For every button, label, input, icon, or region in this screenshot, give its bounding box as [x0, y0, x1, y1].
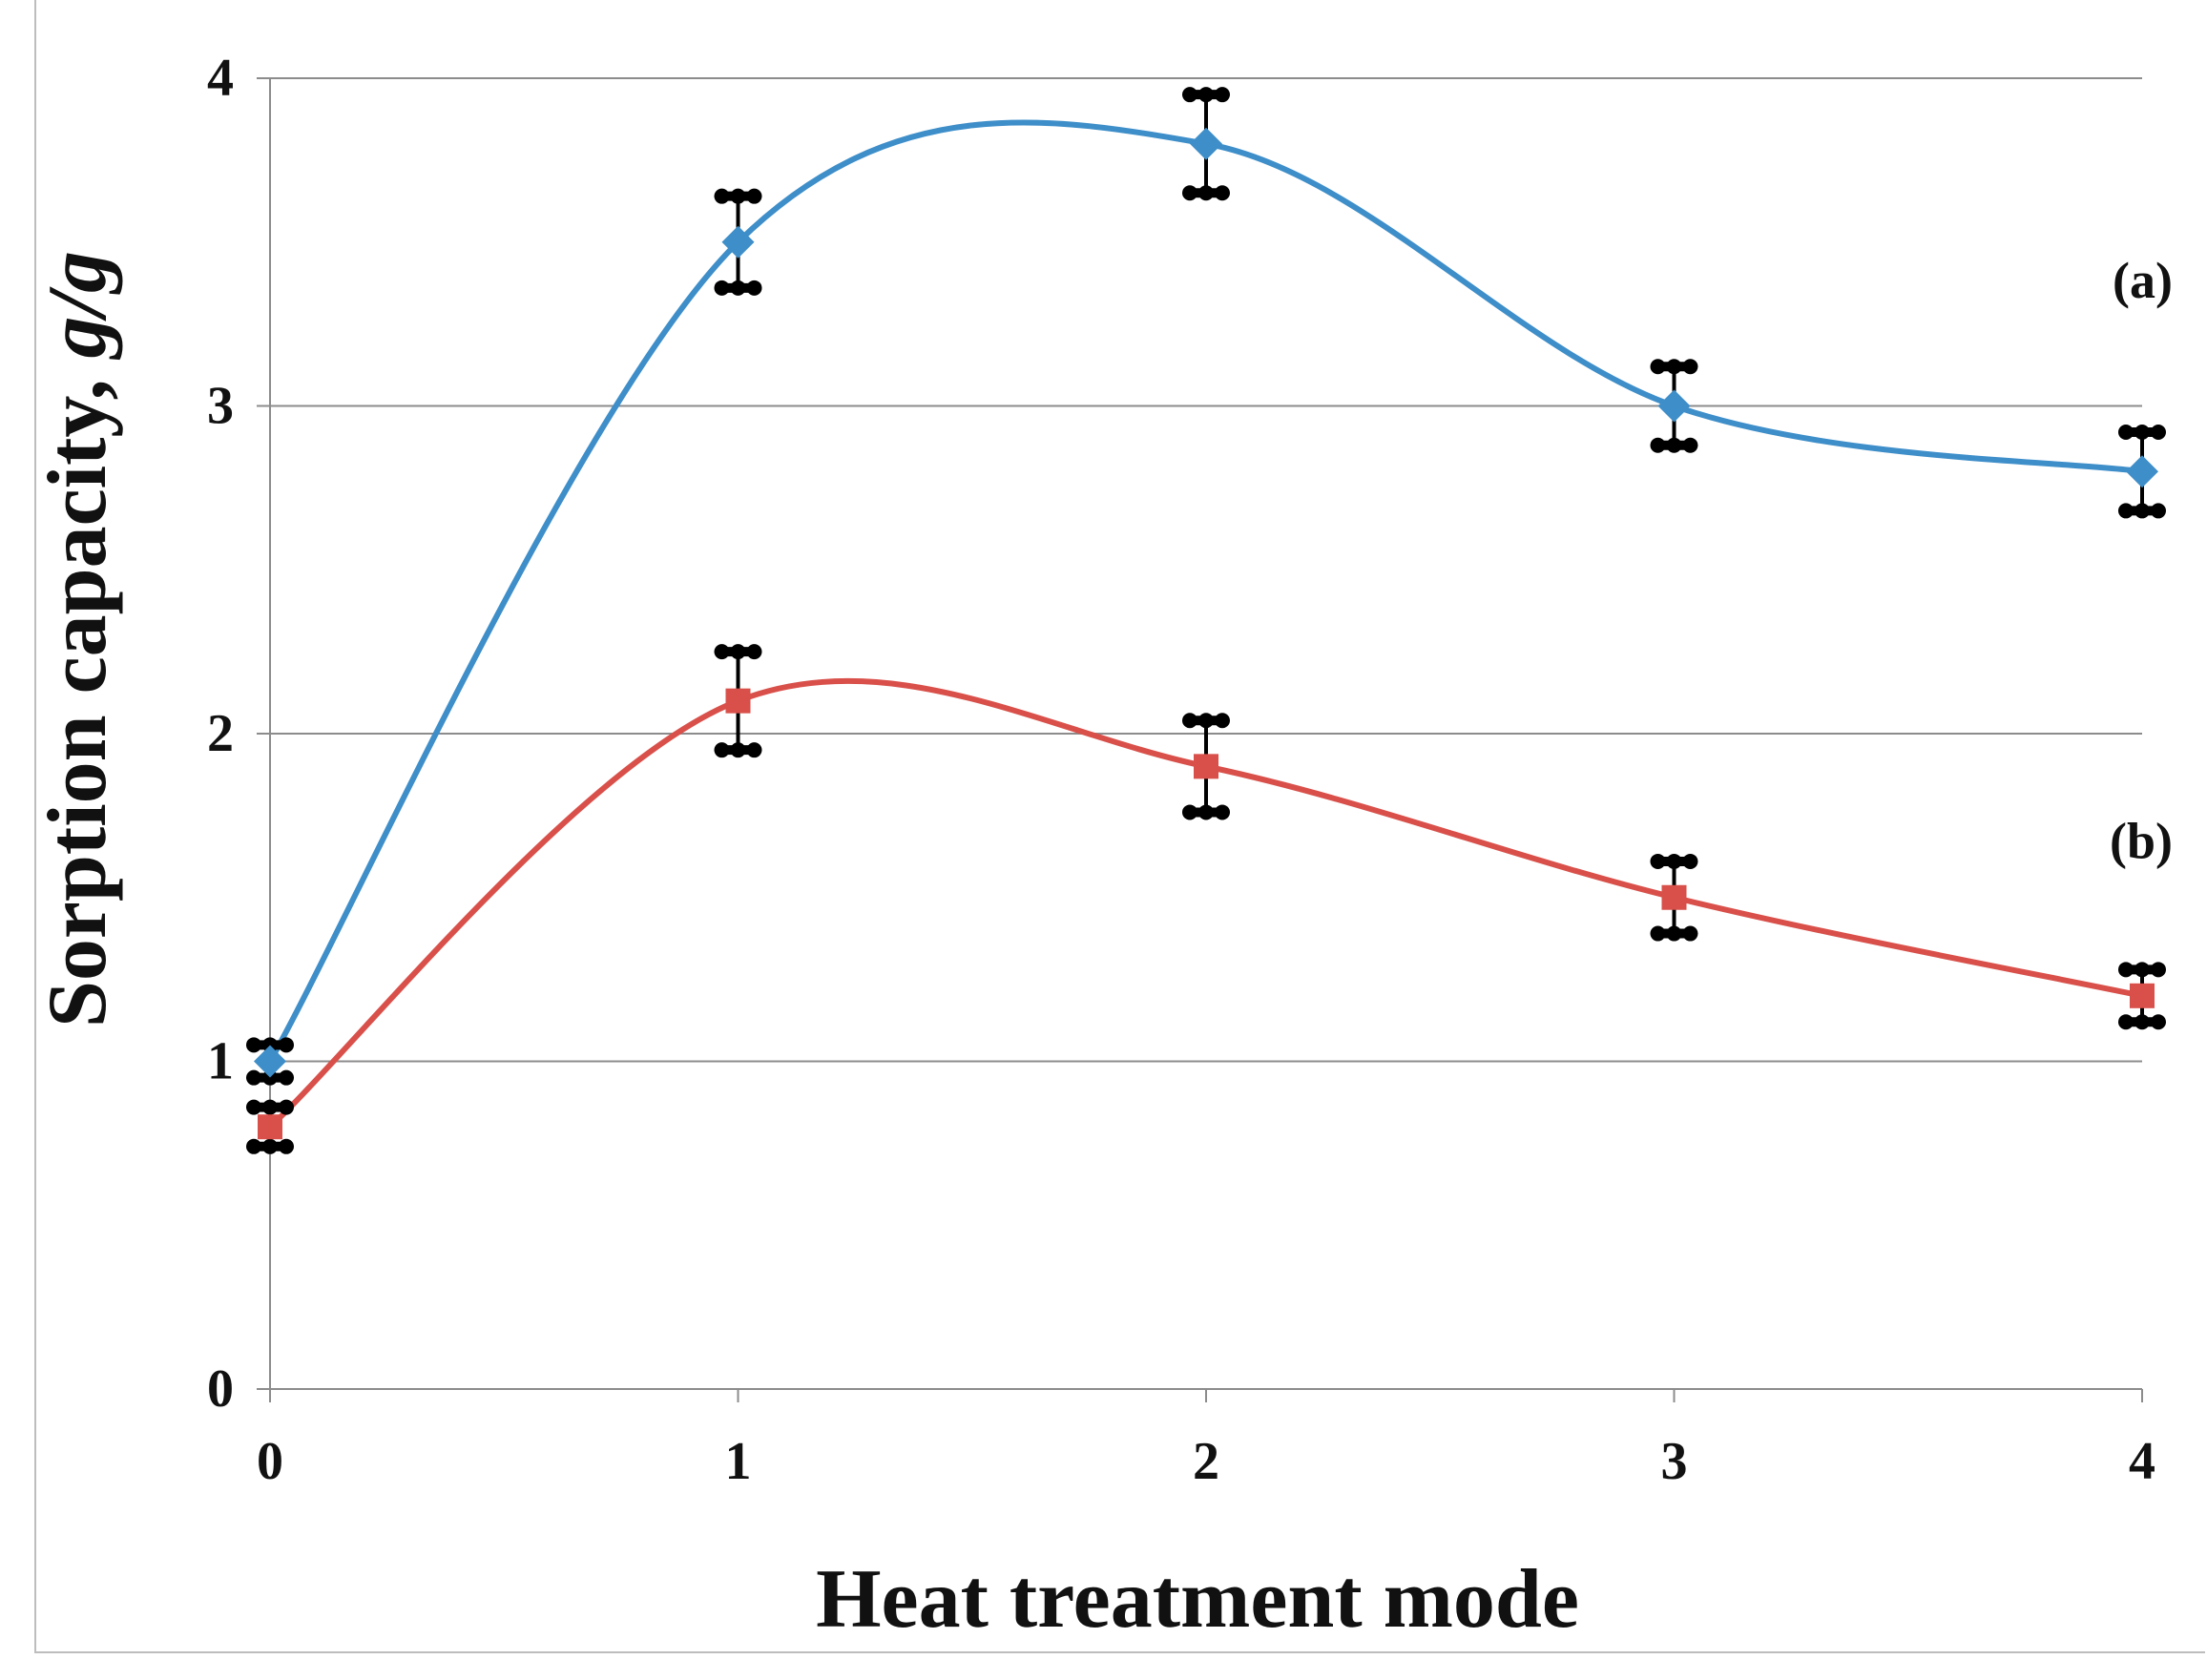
error-bar-cap-dot — [746, 188, 762, 204]
error-bar-cap-dot — [1682, 359, 1698, 375]
error-bar-cap-dot — [279, 1069, 294, 1086]
error-bars — [246, 87, 2166, 1154]
y-axis-title: Sorption capacity, g/g — [31, 251, 124, 1027]
data-markers — [254, 127, 2158, 1140]
error-bar-cap-dot — [246, 1138, 261, 1154]
error-bar-cap-dot — [279, 1037, 294, 1053]
error-bar-cap-dot — [1198, 804, 1214, 820]
x-axis-title: Heat treatment mode — [816, 1553, 1579, 1646]
error-bar-cap-dot — [262, 1099, 278, 1115]
series — [267, 119, 2143, 1130]
error-bar-cap-dot — [262, 1037, 278, 1053]
error-bar-cap-dot — [1215, 713, 1230, 729]
axes — [257, 77, 2143, 1402]
error-bar-cap-dot — [730, 644, 746, 660]
error-bar-cap-dot — [2151, 1014, 2166, 1030]
error-bar-cap-dot — [714, 742, 730, 758]
error-bar-cap-dot — [2151, 962, 2166, 978]
series-label-0: (a) — [2113, 252, 2173, 309]
x-tick-label: 2 — [1193, 1432, 1219, 1491]
data-point — [254, 1045, 286, 1078]
error-bar-cap-dot — [1682, 853, 1698, 869]
error-bar-cap-dot — [714, 644, 730, 660]
chart-text: Heat treatment mode Sorption capacity, g… — [31, 49, 2173, 1646]
error-bar-cap-dot — [1666, 437, 1682, 453]
error-bar-cap-dot — [2134, 1014, 2150, 1030]
error-bar-cap-dot — [2118, 1014, 2134, 1030]
error-bar-cap-dot — [262, 1138, 278, 1154]
error-bar-cap-dot — [2118, 424, 2134, 440]
error-bar-cap-dot — [2151, 503, 2166, 519]
x-tick-label: 0 — [257, 1432, 283, 1491]
error-bar-cap-dot — [2134, 503, 2150, 519]
series-label-1: (b) — [2110, 813, 2173, 870]
y-axis-title-main: Sorption capacity, — [31, 358, 124, 1027]
error-bar-cap-dot — [1182, 804, 1197, 820]
y-tick-label: 0 — [207, 1359, 234, 1419]
error-bar-cap-dot — [730, 188, 746, 204]
error-bar-cap-dot — [746, 644, 762, 660]
error-bar-cap-dot — [1182, 185, 1197, 201]
error-bar-cap-dot — [279, 1099, 294, 1115]
figure-frame — [34, 0, 2205, 1653]
error-bar-cap-dot — [714, 280, 730, 296]
y-tick-label: 2 — [207, 704, 234, 763]
error-bar-cap-dot — [1650, 853, 1666, 869]
gridlines — [270, 77, 2142, 1063]
error-bar-cap-dot — [714, 188, 730, 204]
error-bar-cap-dot — [730, 280, 746, 296]
data-point — [1194, 754, 1218, 779]
error-bar-cap-dot — [246, 1037, 261, 1053]
error-bar-cap-dot — [1650, 925, 1666, 942]
error-bar-cap-dot — [2118, 503, 2134, 519]
data-point — [258, 1114, 282, 1140]
error-bar-cap-dot — [2151, 424, 2166, 440]
data-point — [2126, 455, 2158, 488]
x-tick-label: 3 — [1661, 1432, 1688, 1491]
error-bar-cap-dot — [1650, 437, 1666, 453]
error-bar-cap-dot — [746, 742, 762, 758]
data-point — [1661, 884, 1687, 910]
series-line-1 — [267, 677, 2143, 1130]
data-point — [721, 225, 755, 259]
error-bar-cap-dot — [730, 742, 746, 758]
series-line-0 — [267, 119, 2143, 1063]
error-bar-cap-dot — [246, 1069, 261, 1086]
error-bar-cap-dot — [2134, 962, 2150, 978]
error-bar-cap-dot — [1682, 437, 1698, 453]
error-bar-cap-dot — [1198, 87, 1214, 103]
error-bar-cap-dot — [1182, 87, 1197, 103]
x-tick-label: 4 — [2129, 1432, 2155, 1491]
error-bar-cap-dot — [1666, 925, 1682, 942]
error-bar-cap-dot — [2134, 424, 2150, 440]
error-bar-cap-dot — [1198, 713, 1214, 729]
error-bar-cap-dot — [279, 1138, 294, 1154]
data-point — [1657, 389, 1691, 423]
error-bar-cap-dot — [1198, 185, 1214, 201]
error-bar-cap-dot — [1650, 359, 1666, 375]
y-tick-label: 1 — [207, 1032, 234, 1091]
error-bar-cap-dot — [246, 1099, 261, 1115]
x-tick-label: 1 — [725, 1432, 752, 1491]
y-axis-title-units: g/g — [31, 251, 124, 360]
error-bar-cap-dot — [2118, 962, 2134, 978]
error-bar-cap-dot — [746, 280, 762, 296]
error-bar-cap-dot — [1215, 804, 1230, 820]
data-point — [1190, 127, 1222, 160]
data-point — [725, 688, 751, 714]
error-bar-cap-dot — [1666, 359, 1682, 375]
error-bar-cap-dot — [1682, 925, 1698, 942]
y-tick-label: 4 — [207, 49, 234, 108]
error-bar-cap-dot — [1182, 713, 1197, 729]
error-bar-cap-dot — [1666, 853, 1682, 869]
error-bar-cap-dot — [262, 1069, 278, 1086]
error-bar-cap-dot — [1215, 87, 1230, 103]
y-tick-label: 3 — [207, 377, 234, 436]
error-bar-cap-dot — [1215, 185, 1230, 201]
data-point — [2130, 983, 2155, 1008]
